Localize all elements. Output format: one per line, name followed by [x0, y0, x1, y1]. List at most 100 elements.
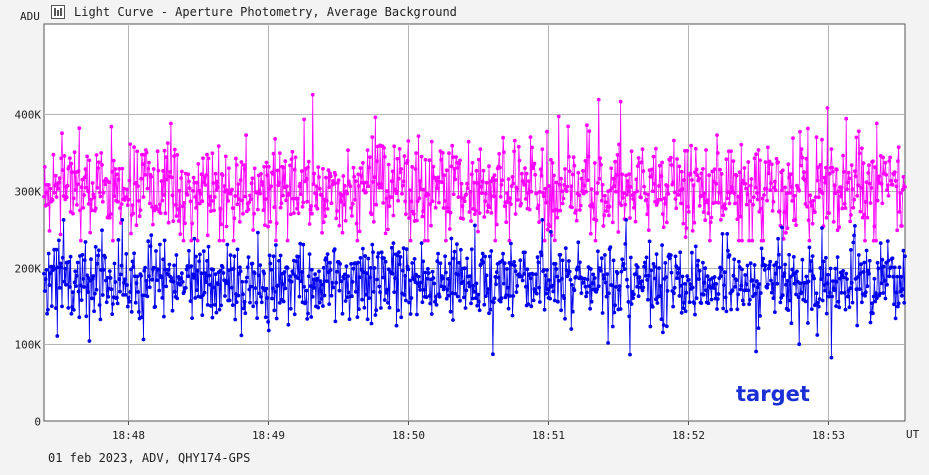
comparison-point [835, 228, 840, 233]
target-point [731, 273, 736, 278]
comparison-point [343, 218, 348, 223]
target-point [72, 280, 77, 285]
target-point [89, 257, 93, 262]
comparison-point [86, 189, 90, 194]
comparison-point [554, 180, 559, 185]
comparison-point [780, 168, 785, 173]
comparison-point [715, 151, 720, 155]
target-series [42, 218, 907, 360]
comparison-point [480, 191, 484, 196]
footer-info: 01 feb 2023, ADV, QHY174-GPS [48, 451, 251, 465]
y-tick-label: 200K [15, 263, 42, 276]
x-tick-label: 18:50 [392, 429, 425, 442]
comparison-point [402, 154, 407, 159]
target-point [572, 288, 577, 293]
target-point [583, 284, 588, 289]
comparison-point [61, 194, 66, 199]
comparison-point [837, 225, 842, 230]
target-point [821, 259, 826, 264]
target-point [800, 257, 805, 262]
comparison-point [860, 215, 865, 220]
comparison-point [755, 197, 760, 202]
comparison-point [840, 206, 845, 211]
comparison-point [695, 173, 700, 178]
target-point [150, 277, 155, 282]
comparison-point [858, 209, 863, 214]
comparison-point [810, 221, 815, 226]
target-point [184, 267, 189, 272]
comparison-point [162, 193, 166, 197]
comparison-point [44, 190, 49, 195]
comparison-point [808, 193, 813, 198]
target-point [277, 258, 281, 263]
target-point [424, 295, 429, 300]
target-point [708, 285, 713, 290]
comparison-point [454, 155, 458, 159]
target-point [469, 301, 473, 306]
comparison-point [731, 159, 736, 164]
comparison-point [316, 165, 321, 170]
comparison-point [325, 207, 330, 211]
comparison-point [587, 129, 592, 134]
target-point [481, 260, 486, 265]
comparison-point [461, 216, 465, 221]
comparison-point [762, 193, 766, 197]
comparison-point [209, 209, 213, 214]
target-point [115, 301, 120, 306]
comparison-point [614, 189, 618, 194]
target-point [374, 308, 379, 313]
target-point [161, 257, 166, 262]
comparison-point [302, 117, 306, 122]
target-point [537, 285, 541, 290]
target-point [829, 355, 834, 360]
comparison-point [91, 192, 96, 197]
comparison-point [623, 202, 628, 207]
comparison-point [212, 195, 217, 199]
target-point [872, 276, 877, 281]
comparison-point [663, 201, 668, 206]
target-point [773, 310, 777, 314]
target-point [856, 253, 861, 257]
comparison-point [701, 210, 706, 215]
target-point [296, 254, 301, 259]
comparison-point [475, 181, 480, 185]
y-tick-label: 300K [15, 186, 42, 199]
target-point [477, 308, 482, 313]
target-point [340, 311, 345, 316]
comparison-point [317, 175, 321, 180]
comparison-point [391, 213, 396, 218]
target-point [631, 296, 635, 300]
comparison-point [631, 197, 635, 201]
comparison-point [60, 168, 65, 173]
target-point [396, 308, 400, 313]
comparison-point [99, 151, 104, 155]
comparison-point [194, 180, 199, 185]
comparison-point [379, 185, 384, 190]
comparison-point [306, 165, 310, 170]
target-point [844, 271, 849, 276]
target-point [757, 282, 762, 286]
comparison-point [230, 187, 234, 192]
comparison-point [520, 171, 524, 176]
comparison-point [60, 131, 64, 136]
comparison-point [825, 106, 830, 110]
target-point [672, 291, 676, 296]
target-point [588, 306, 592, 311]
target-point [601, 273, 606, 277]
target-point [556, 299, 560, 304]
comparison-point [751, 202, 755, 207]
comparison-point [473, 212, 477, 217]
comparison-point [356, 172, 361, 177]
comparison-point [719, 217, 723, 222]
comparison-point [885, 183, 890, 188]
comparison-point [155, 149, 160, 154]
target-point [387, 305, 392, 310]
comparison-point [259, 172, 263, 176]
target-point [547, 278, 552, 282]
target-point [337, 288, 342, 293]
target-point [523, 284, 528, 289]
target-point [201, 249, 206, 254]
comparison-point [171, 219, 176, 224]
comparison-point [299, 192, 303, 197]
target-point [398, 255, 403, 259]
